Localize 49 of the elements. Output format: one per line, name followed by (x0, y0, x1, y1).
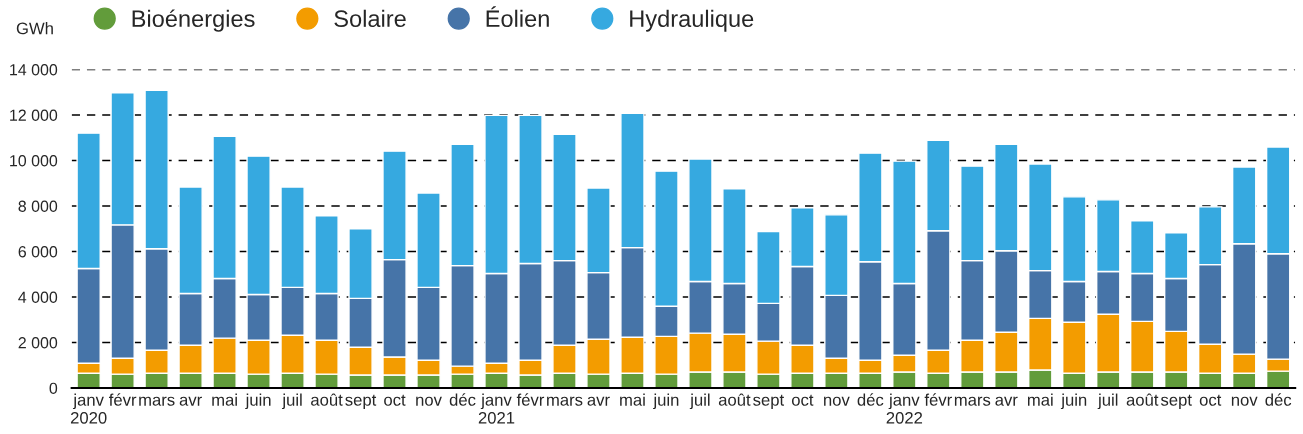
x-tick-label: mai (1027, 393, 1053, 406)
y-tick-label: 14 000 (10, 64, 58, 76)
y-tick-label: 12 000 (10, 109, 58, 121)
x-tick-label: févr (516, 393, 545, 406)
x-tick-label: nov (1231, 396, 1258, 406)
x-tick-label: mars (547, 396, 583, 406)
x-tick-label: juin (653, 393, 679, 410)
x-tick-label: juil (281, 393, 302, 410)
x-tick-label: juil (689, 393, 710, 410)
x-tick-label: févr (108, 393, 137, 406)
x-tick-label: août (718, 393, 751, 406)
x-tick-label: mai (620, 393, 645, 406)
x-tick-label: août (1126, 393, 1159, 406)
x-tick-label: mars (139, 396, 175, 406)
x-tick-label: juil (1097, 393, 1118, 410)
x-tick-label: sept (1160, 394, 1192, 410)
x-tick-label: janv 2020 (70, 393, 107, 424)
x-tick-label: oct (384, 394, 406, 406)
x-tick-label: févr (924, 393, 952, 406)
y-tick-label: 4 000 (18, 291, 58, 303)
x-tick-label: avr (995, 396, 1018, 406)
x-tick-label: oct (791, 394, 814, 406)
y-tick-label: 2 000 (18, 337, 58, 349)
x-tick-label: oct (1199, 394, 1222, 406)
x-tick-label: déc (1265, 393, 1292, 406)
legend-label: Bioénergies (132, 9, 255, 32)
x-tick-label: nov (824, 396, 850, 406)
x-tick-label: sept (753, 394, 785, 410)
x-tick-label: mai (212, 393, 237, 406)
y-tick-label: 8 000 (18, 200, 58, 212)
x-tick-label: sept (345, 394, 377, 410)
x-tick-label: juin (1060, 393, 1087, 410)
x-tick-label: janv 2022 (886, 393, 923, 424)
x-tick-label: août (311, 393, 343, 406)
y-tick-label: 10 000 (10, 155, 58, 167)
x-tick-label: déc (449, 393, 476, 406)
y-tick-label: 0 (49, 382, 58, 394)
x-tick-label: avr (179, 396, 202, 406)
x-tick-label: janv 2021 (478, 393, 515, 424)
x-tick-label: nov (416, 396, 442, 406)
legend-label: Solaire (334, 9, 406, 28)
legend-label: Hydraulique (630, 9, 754, 32)
x-tick-label: déc (857, 393, 884, 406)
x-tick-label: avr (587, 396, 610, 406)
x-tick-label: juin (245, 393, 271, 410)
x-tick-label: mars (954, 396, 991, 406)
legend-label: Éolien (486, 6, 549, 28)
y-tick-label: 6 000 (18, 246, 58, 258)
y-axis-title: GWh (16, 22, 53, 35)
